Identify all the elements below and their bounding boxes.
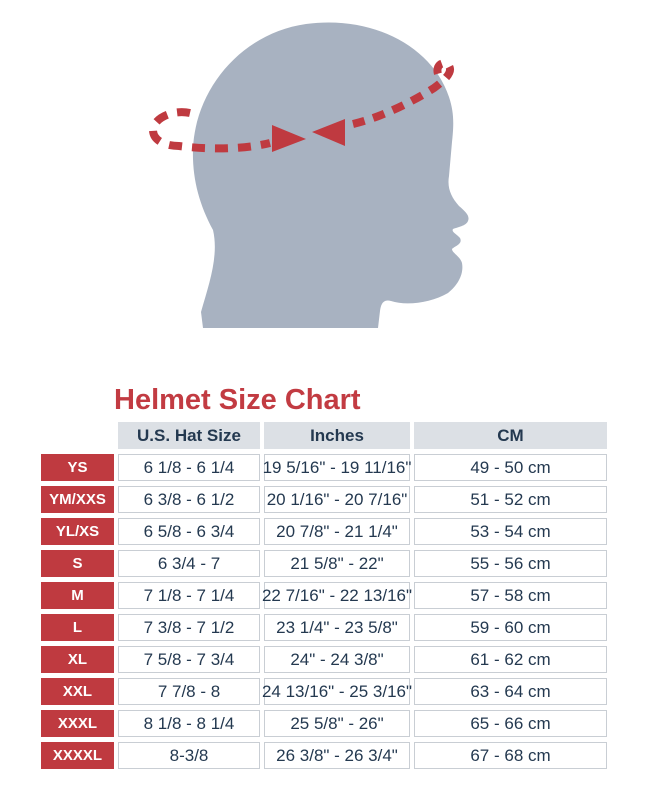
hat-size-cell: 6 3/8 - 6 1/2 (118, 486, 260, 513)
cm-cell: 57 - 58 cm (414, 582, 607, 609)
size-label-cell: XXXL (41, 710, 114, 737)
size-label-cell: XL (41, 646, 114, 673)
inches-cell: 22 7/16" - 22 13/16" (262, 582, 412, 609)
size-label-cell: XXXXL (41, 742, 114, 769)
cm-cell: 55 - 56 cm (414, 550, 607, 577)
measuring-tape-lower-dashes (148, 108, 271, 153)
cm-cell: 51 - 52 cm (414, 486, 607, 513)
measuring-tape-upper-dashes (352, 59, 454, 128)
column-header-us-hat-size: U.S. Hat Size (118, 422, 260, 449)
column-header-cm: CM (414, 422, 607, 449)
size-label-cell: M (41, 582, 114, 609)
head-silhouette (192, 22, 469, 328)
inches-cell: 23 1/4" - 23 5/8" (264, 614, 410, 641)
hat-size-cell: 7 1/8 - 7 1/4 (118, 582, 260, 609)
measure-arrow-left-icon (312, 119, 345, 146)
column-header-inches: Inches (264, 422, 410, 449)
hat-size-cell: 6 5/8 - 6 3/4 (118, 518, 260, 545)
size-label-cell: XXL (41, 678, 114, 705)
size-label-cell: YM/XXS (41, 486, 114, 513)
cm-cell: 49 - 50 cm (414, 454, 607, 481)
cm-cell: 67 - 68 cm (414, 742, 607, 769)
size-label-cell: YL/XS (41, 518, 114, 545)
size-table: U.S. Hat Size Inches CM YS 6 1/8 - 6 1/4… (41, 422, 608, 769)
inches-cell: 24 13/16" - 25 3/16" (262, 678, 412, 705)
hat-size-cell: 7 7/8 - 8 (118, 678, 260, 705)
hat-size-cell: 8 1/8 - 8 1/4 (118, 710, 260, 737)
inches-cell: 26 3/8" - 26 3/4" (264, 742, 410, 769)
header-spacer-cell (41, 422, 114, 449)
page-title: Helmet Size Chart (114, 384, 361, 416)
inches-cell: 25 5/8" - 26" (264, 710, 410, 737)
cm-cell: 65 - 66 cm (414, 710, 607, 737)
inches-cell: 19 5/16" - 19 11/16" (263, 454, 411, 481)
inches-cell: 21 5/8" - 22" (264, 550, 410, 577)
cm-cell: 53 - 54 cm (414, 518, 607, 545)
cm-cell: 61 - 62 cm (414, 646, 607, 673)
measure-arrow-right-icon (272, 125, 306, 152)
inches-cell: 24" - 24 3/8" (264, 646, 410, 673)
inches-cell: 20 1/16" - 20 7/16" (264, 486, 410, 513)
hat-size-cell: 6 1/8 - 6 1/4 (118, 454, 260, 481)
hat-size-cell: 7 3/8 - 7 1/2 (118, 614, 260, 641)
head-silhouette-illustration (148, 22, 469, 328)
size-label-cell: L (41, 614, 114, 641)
size-label-cell: S (41, 550, 114, 577)
hat-size-cell: 6 3/4 - 7 (118, 550, 260, 577)
hat-size-cell: 7 5/8 - 7 3/4 (118, 646, 260, 673)
cm-cell: 63 - 64 cm (414, 678, 607, 705)
inches-cell: 20 7/8" - 21 1/4" (264, 518, 410, 545)
size-label-cell: YS (41, 454, 114, 481)
hat-size-cell: 8-3/8 (118, 742, 260, 769)
cm-cell: 59 - 60 cm (414, 614, 607, 641)
